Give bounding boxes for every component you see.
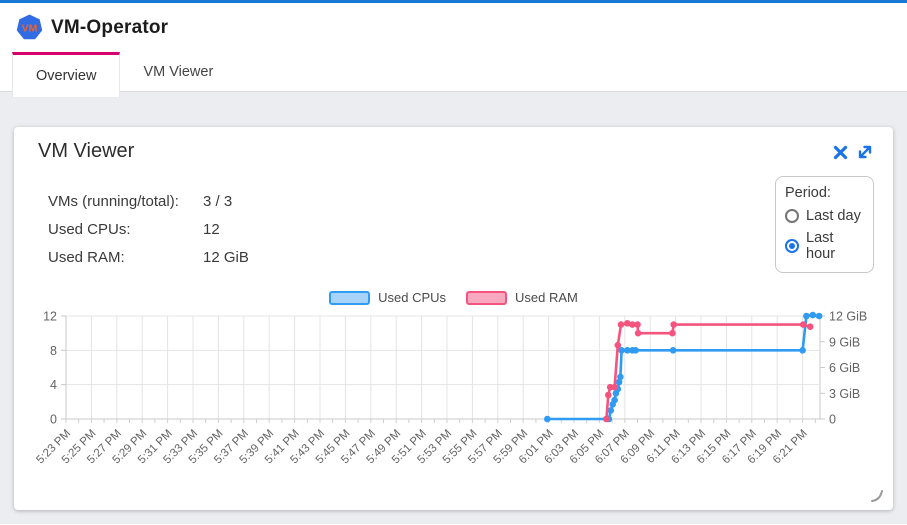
radio-label: Last day bbox=[806, 208, 861, 224]
data-point[interactable] bbox=[603, 415, 610, 423]
stat-value: 12 bbox=[203, 220, 220, 238]
series-line-used-ram bbox=[605, 322, 812, 421]
vm-viewer-card: VM Viewer VMs (running/total): 3 / 3 Used … bbox=[14, 127, 893, 510]
page-content: VM Viewer VMs (running/total): 3 / 3 Used … bbox=[0, 92, 907, 524]
series-line-used-cpus bbox=[545, 313, 821, 421]
left-axis-label: 8 bbox=[50, 344, 57, 358]
stat-value: 12 GiB bbox=[203, 248, 249, 266]
data-point[interactable] bbox=[669, 329, 676, 337]
chart-legend: Used CPUs Used RAM bbox=[14, 290, 893, 305]
legend-swatch bbox=[329, 290, 371, 305]
data-point[interactable] bbox=[614, 341, 622, 349]
data-point[interactable] bbox=[799, 321, 807, 328]
app-title: VM-Operator bbox=[51, 16, 169, 38]
data-point[interactable] bbox=[809, 311, 817, 319]
stat-row: VMs (running/total): 3 / 3 bbox=[48, 187, 249, 215]
right-axis-label: 6 GiB bbox=[829, 361, 860, 375]
legend-item-used-cpus[interactable]: Used CPUs bbox=[329, 290, 446, 305]
left-axis-label: 4 bbox=[50, 378, 57, 392]
data-point[interactable] bbox=[629, 321, 636, 328]
right-axis-label: 12 GiB bbox=[829, 310, 867, 324]
period-options: Last day Last hour bbox=[785, 208, 864, 262]
legend-swatch bbox=[466, 290, 508, 305]
data-point[interactable] bbox=[605, 391, 612, 399]
legend-label: Used RAM bbox=[515, 290, 578, 305]
data-point[interactable] bbox=[617, 373, 624, 381]
data-point[interactable] bbox=[806, 323, 814, 330]
resize-grip-icon[interactable] bbox=[869, 488, 885, 504]
tab-vm-viewer[interactable]: VM Viewer bbox=[143, 63, 214, 80]
expand-icon[interactable] bbox=[856, 143, 874, 161]
left-axis-label: 12 bbox=[43, 310, 57, 324]
data-point[interactable] bbox=[815, 312, 823, 320]
card-title: VM Viewer bbox=[38, 140, 135, 162]
tab-overview[interactable]: Overview bbox=[12, 52, 121, 97]
left-axis-label: 0 bbox=[50, 413, 57, 427]
right-axis-label: 9 GiB bbox=[829, 335, 860, 349]
data-point[interactable] bbox=[615, 378, 623, 386]
legend-item-used-ram[interactable]: Used RAM bbox=[466, 290, 578, 305]
right-axis-label: 3 GiB bbox=[829, 387, 860, 401]
data-point[interactable] bbox=[669, 347, 677, 354]
data-point[interactable] bbox=[799, 347, 806, 354]
data-point[interactable] bbox=[607, 407, 615, 414]
radio-label: Last hour bbox=[806, 230, 836, 262]
close-icon[interactable] bbox=[831, 143, 849, 161]
data-point[interactable] bbox=[617, 321, 625, 328]
data-point[interactable] bbox=[634, 321, 641, 328]
radio-button-icon[interactable] bbox=[785, 239, 799, 253]
data-point[interactable] bbox=[618, 347, 625, 354]
stat-value: 3 / 3 bbox=[203, 192, 233, 210]
data-point[interactable] bbox=[544, 415, 551, 423]
stat-row: Used RAM: 12 GiB bbox=[48, 243, 249, 271]
data-point[interactable] bbox=[611, 396, 618, 404]
stat-row: Used CPUs: 12 bbox=[48, 215, 249, 243]
tab-bar: Overview VM Viewer bbox=[0, 52, 907, 97]
stat-label: VMs (running/total): bbox=[48, 192, 179, 210]
right-axis-label: 0 bbox=[829, 413, 836, 427]
data-point[interactable] bbox=[632, 347, 639, 354]
data-point[interactable] bbox=[803, 312, 810, 320]
stats-list: VMs (running/total): 3 / 3 Used CPUs: 12 Use… bbox=[48, 187, 249, 271]
period-label: Period: bbox=[785, 185, 831, 201]
data-point[interactable] bbox=[634, 329, 642, 337]
radio-button-icon[interactable] bbox=[785, 209, 799, 223]
stat-label: Used CPUs: bbox=[48, 220, 131, 238]
app-logo-heptagon-icon: VM bbox=[16, 14, 43, 40]
top-accent-bar bbox=[0, 0, 907, 3]
legend-label: Used CPUs bbox=[378, 290, 447, 305]
radio-last-hour[interactable]: Last hour bbox=[785, 230, 864, 262]
stat-label: Used RAM: bbox=[48, 248, 125, 266]
data-point[interactable] bbox=[624, 347, 631, 354]
chart-container: 0 4 8 12 0 3 GiB 6 GiB 9 GiB 12 GiB 5:23 PM 5:25 P… bbox=[14, 310, 893, 500]
radio-last-day[interactable]: Last day bbox=[785, 208, 864, 224]
data-point[interactable] bbox=[670, 321, 677, 328]
data-point[interactable] bbox=[624, 320, 631, 327]
app-header: VM VM-Operator bbox=[0, 3, 907, 52]
data-point[interactable] bbox=[611, 383, 618, 391]
app-logo-text: VM bbox=[22, 23, 38, 35]
period-selector: Period: Last day Last hour bbox=[775, 176, 874, 273]
card-actions bbox=[831, 143, 874, 161]
